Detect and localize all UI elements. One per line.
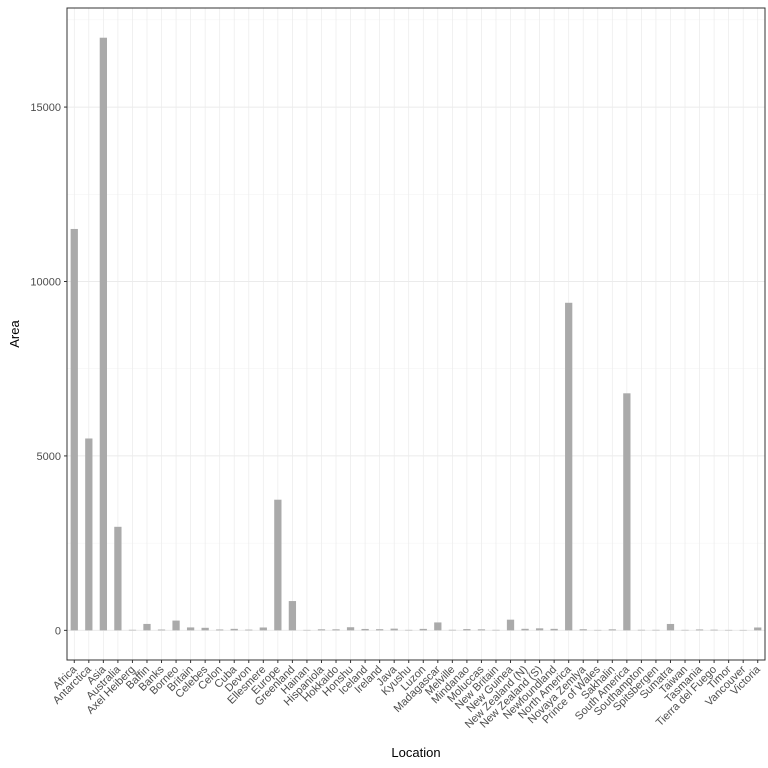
bar (172, 620, 180, 631)
bar (419, 628, 427, 631)
bar (201, 627, 209, 631)
bar (463, 629, 471, 631)
bar (710, 629, 718, 631)
y-tick-label: 0 (55, 625, 61, 637)
bar (579, 629, 587, 631)
bar (317, 629, 326, 631)
bar (288, 601, 297, 631)
bar (128, 629, 137, 631)
bar (99, 37, 107, 631)
bar (245, 629, 253, 631)
bar (492, 629, 500, 631)
bar (695, 629, 704, 631)
bar (623, 393, 631, 631)
bar (550, 628, 558, 631)
panel (67, 8, 765, 660)
bar (521, 628, 529, 631)
bar (259, 627, 267, 631)
bar (434, 622, 442, 631)
bar (143, 623, 151, 631)
bar (361, 628, 369, 631)
y-tick-label: 15000 (30, 102, 61, 114)
bar (608, 629, 616, 631)
bar (448, 629, 456, 631)
bar (376, 629, 384, 631)
bar (652, 629, 660, 631)
bar (754, 627, 762, 631)
bar (186, 627, 195, 631)
bar (346, 627, 355, 631)
bar (332, 629, 340, 631)
bar (274, 499, 282, 631)
bar (637, 629, 646, 631)
y-tick-label: 5000 (37, 451, 61, 463)
y-axis-title: Area (7, 320, 22, 348)
bar (390, 628, 398, 631)
panel-border (66, 7, 766, 661)
bar (535, 628, 544, 631)
bar (477, 629, 486, 631)
bar (157, 629, 166, 631)
bar (70, 228, 78, 631)
bar (230, 628, 238, 631)
bar (666, 623, 675, 631)
x-axis-title: Location (391, 745, 440, 760)
y-tick-label: 10000 (30, 276, 61, 288)
bar (565, 302, 573, 631)
bar (506, 619, 515, 631)
bar (114, 526, 122, 631)
bar (216, 629, 224, 631)
bar (85, 438, 93, 631)
